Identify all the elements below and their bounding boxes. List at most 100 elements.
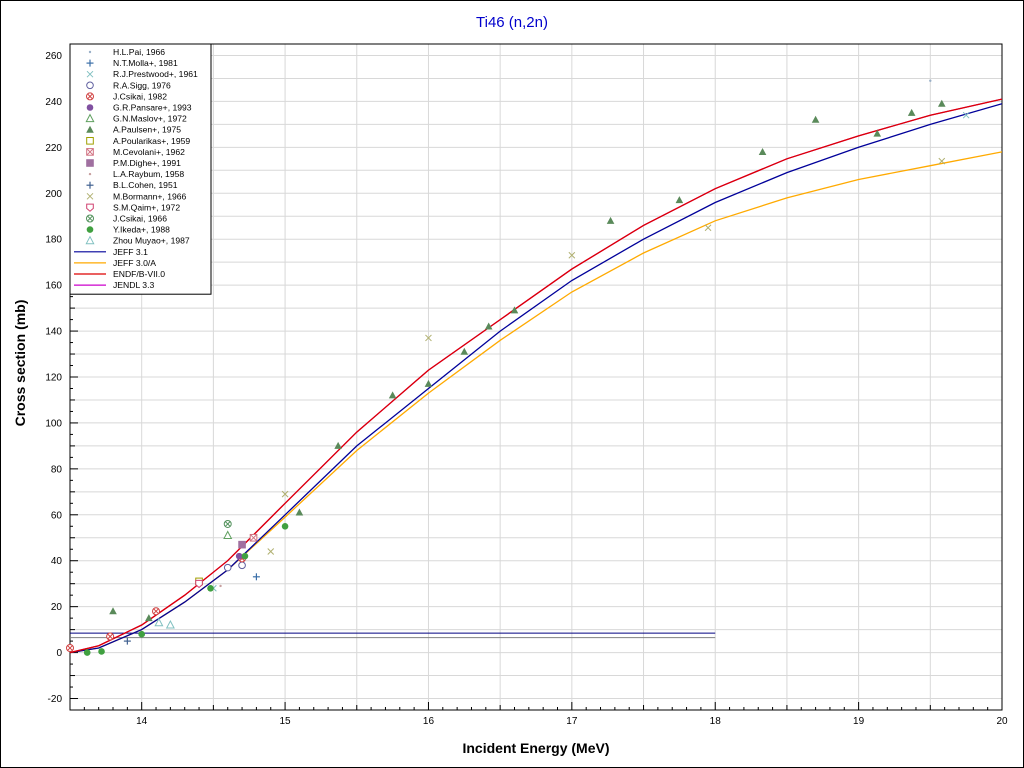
- data-point: [241, 552, 249, 560]
- data-point: [758, 147, 767, 155]
- legend-label: R.A.Sigg, 1976: [113, 80, 171, 90]
- legend-label: G.N.Maslov+, 1972: [113, 114, 187, 124]
- legend-marker: [86, 137, 94, 145]
- data-point: [811, 115, 820, 123]
- y-tick-label: 240: [45, 97, 62, 108]
- data-point: [704, 224, 712, 232]
- data-point: [907, 108, 916, 116]
- data-point: [145, 614, 153, 622]
- y-tick-label: -20: [48, 694, 63, 705]
- y-tick-label: 180: [45, 235, 62, 246]
- data-point: [207, 584, 214, 592]
- chart-title: Ti46 (n,2n): [476, 14, 548, 31]
- legend-label: R.J.Prestwood+, 1961: [113, 69, 198, 79]
- data-point: [424, 379, 433, 387]
- legend-label: J.Csikai, 1982: [113, 91, 167, 101]
- x-tick-label: 16: [423, 716, 435, 727]
- legend-marker: [86, 81, 94, 90]
- legend-marker: [88, 50, 92, 54]
- legend-marker: [86, 70, 94, 78]
- legend-label: Zhou Muyao+, 1987: [113, 236, 190, 246]
- data-point: [606, 216, 615, 224]
- legend-label: G.R.Pansare+, 1993: [113, 103, 192, 113]
- legend-marker: [86, 92, 94, 101]
- x-tick-label: 17: [566, 716, 578, 727]
- data-point: [109, 607, 117, 615]
- y-tick-label: 20: [51, 602, 63, 613]
- legend-marker: [86, 59, 94, 67]
- x-tick-label: 19: [853, 716, 865, 727]
- legend-marker: [86, 192, 94, 200]
- data-point: [138, 630, 145, 638]
- legend-label: JEFF 3.0/A: [113, 258, 156, 268]
- legend-marker: [85, 113, 95, 123]
- legend-label: J.Csikai, 1966: [113, 214, 167, 224]
- legend-label: JEFF 3.1: [113, 247, 148, 257]
- data-point: [675, 196, 684, 204]
- legend-label: JENDL 3.3: [113, 280, 154, 290]
- data-point: [252, 573, 260, 581]
- y-tick-label: 60: [51, 510, 63, 521]
- data-point: [929, 79, 932, 82]
- data-point: [223, 530, 233, 539]
- legend-label: M.Bormann+, 1966: [113, 191, 187, 201]
- data-point: [123, 637, 131, 645]
- data-point: [334, 441, 342, 449]
- legend-label: A.Paulsen+, 1975: [113, 125, 181, 135]
- data-point: [98, 648, 105, 655]
- y-tick-label: 100: [45, 418, 62, 429]
- legend-marker: [86, 125, 94, 133]
- legend-label: ENDF/B-VII.0: [113, 269, 165, 279]
- legend-marker: [85, 235, 95, 245]
- data-point: [568, 251, 576, 259]
- legend-label: B.L.Cohen, 1951: [113, 180, 178, 190]
- x-tick-label: 15: [280, 716, 292, 727]
- data-point: [152, 607, 161, 616]
- series-line-endf-b-vii-0: [70, 98, 1002, 654]
- data-point: [510, 306, 519, 314]
- data-point: [195, 579, 203, 589]
- y-tick-label: 260: [45, 51, 62, 62]
- data-point: [238, 561, 246, 570]
- data-point: [223, 519, 232, 528]
- legend-label: P.M.Dighe+, 1991: [113, 158, 181, 168]
- legend-label: Y.Ikeda+, 1988: [113, 225, 170, 235]
- data-point: [388, 391, 397, 399]
- y-tick-label: 40: [51, 556, 63, 567]
- y-tick-label: 0: [56, 648, 62, 659]
- data-point: [165, 619, 175, 629]
- data-point: [937, 99, 946, 107]
- data-point: [235, 552, 243, 560]
- data-point: [223, 563, 232, 572]
- x-tick-label: 14: [136, 716, 148, 727]
- legend-marker: [86, 159, 94, 167]
- legend-label: N.T.Molla+, 1981: [113, 58, 178, 68]
- legend-marker: [86, 104, 94, 111]
- legend-label: H.L.Pai, 1966: [113, 47, 165, 57]
- y-tick-label: 220: [45, 143, 62, 154]
- legend-marker: [86, 214, 94, 223]
- data-point: [962, 111, 970, 119]
- legend-label: L.A.Raybum, 1958: [113, 169, 184, 179]
- data-point: [83, 649, 91, 656]
- data-point: [154, 617, 164, 627]
- x-axis-label: Incident Energy (MeV): [462, 740, 610, 756]
- data-point: [281, 490, 289, 498]
- data-point: [238, 540, 246, 549]
- data-point: [106, 632, 115, 641]
- data-point: [66, 643, 74, 652]
- legend-label: A.Poularikas+, 1959: [113, 136, 190, 146]
- data-point: [267, 548, 275, 555]
- legend-marker: [86, 148, 94, 156]
- data-point: [281, 522, 289, 530]
- data-point: [219, 584, 222, 588]
- legend-marker: [86, 181, 94, 189]
- data-point: [484, 322, 493, 330]
- data-point: [295, 508, 304, 516]
- x-tick-label: 20: [996, 716, 1008, 727]
- data-point: [460, 347, 469, 355]
- data-point: [938, 157, 946, 165]
- x-tick-label: 18: [710, 716, 722, 727]
- y-tick-label: 160: [45, 281, 62, 292]
